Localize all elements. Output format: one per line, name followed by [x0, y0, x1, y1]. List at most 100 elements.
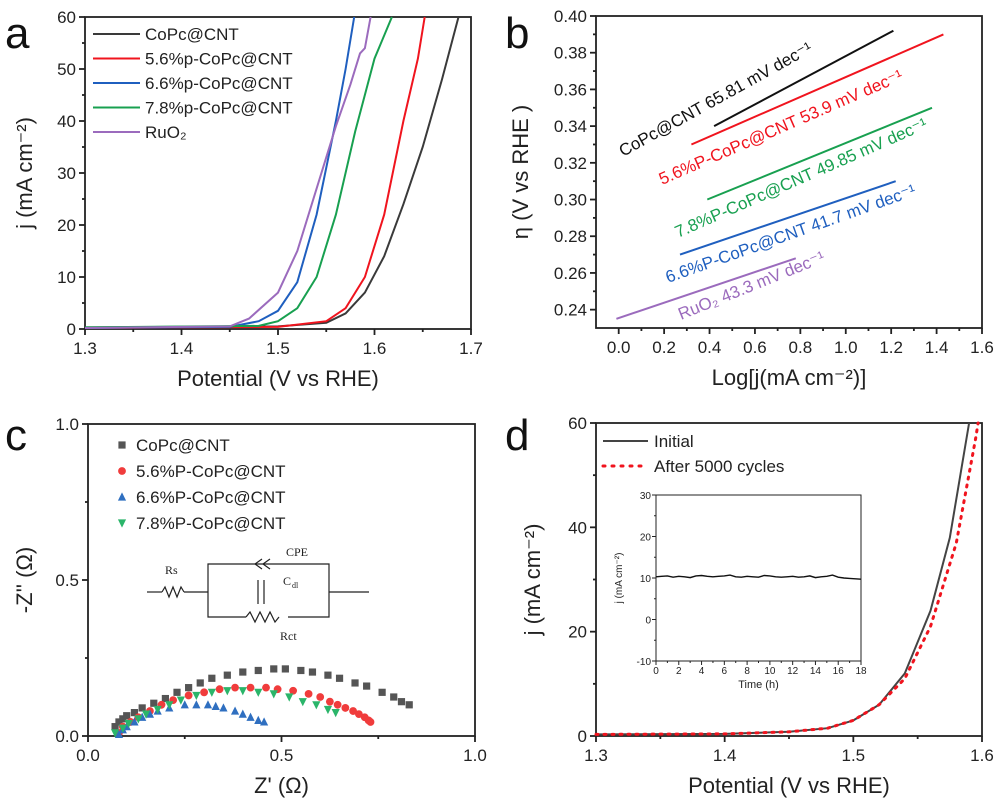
y-tick-label: 40 — [568, 518, 587, 537]
marker-square — [196, 679, 204, 687]
marker-square — [123, 712, 131, 720]
marker-triangle-up — [230, 706, 240, 715]
legend-label: After 5000 cycles — [654, 457, 784, 476]
marker-circle — [333, 700, 342, 709]
series-line-0 — [655, 574, 862, 580]
y-tick-label: 0.40 — [554, 7, 587, 26]
x-tick-label: 18 — [855, 666, 867, 677]
series-line-3 — [84, 16, 393, 329]
y-tick-label: -10 — [637, 657, 652, 668]
x-tick-label: 8 — [744, 666, 750, 677]
x-tick-label: 1.7 — [459, 339, 483, 358]
marker-square — [308, 668, 317, 676]
marker-circle — [184, 691, 193, 700]
y-tick-label: 10 — [57, 268, 76, 287]
marker-square — [363, 682, 371, 690]
marker-triangle-down — [238, 687, 247, 696]
marker-circle — [325, 697, 334, 706]
legend-label: 6.6%P-CoPc@CNT — [136, 488, 286, 507]
marker-square — [351, 679, 359, 687]
x-tick-label: 4 — [699, 666, 705, 677]
x-tick-label: 1.6 — [363, 339, 387, 358]
y-tick-label: 0 — [578, 727, 587, 746]
x-tick-label: 0 — [653, 666, 659, 677]
x-tick-label: 0.6 — [743, 338, 767, 357]
marker-triangle-down — [254, 688, 263, 697]
rs-label: Rs — [165, 563, 178, 577]
marker-triangle-down — [124, 719, 133, 729]
marker-triangle-up — [211, 701, 220, 710]
x-tick-label: 1.5 — [266, 339, 290, 358]
x-tick-label: 10 — [764, 666, 776, 677]
x-axis-label: Log[j(mA cm⁻²)] — [712, 365, 867, 390]
marker-square — [378, 688, 386, 696]
x-tick-label: 0.0 — [607, 338, 631, 357]
marker-square — [390, 693, 398, 701]
y-tick-label: 0.32 — [554, 154, 587, 173]
x-tick-label: 0.8 — [789, 338, 813, 357]
marker-triangle-down — [141, 710, 151, 719]
x-tick-label: 0.5 — [270, 746, 294, 765]
cpe-element — [253, 558, 271, 570]
x-tick-label: 0.2 — [652, 338, 676, 357]
marker-circle — [289, 686, 298, 695]
series-line-0 — [713, 29, 894, 127]
cdl-subscript: dl — [292, 581, 299, 590]
marker-triangle-down — [269, 690, 278, 699]
marker-triangle-up — [130, 717, 139, 726]
marker-square — [130, 709, 139, 717]
marker-circle — [262, 683, 270, 692]
panel-b: 0.0 0.2 0.4 0.6 0.8 1.0 1.2 1.4 1.6 0.24 0.26 0.28 0… — [505, 7, 994, 390]
legend-label: 6.6%p-CoPc@CNT — [145, 74, 293, 93]
x-axis-label: Time (h) — [738, 679, 779, 691]
marker-circle — [215, 685, 224, 694]
x-tick-label: 6 — [722, 666, 728, 677]
marker-triangle-up — [114, 729, 124, 739]
marker-square — [138, 704, 146, 712]
legend-label: Initial — [654, 432, 694, 451]
x-tick-label: 1.3 — [73, 339, 97, 358]
marker-square — [270, 665, 278, 673]
cpe-label: CPE — [286, 545, 308, 559]
marker-square — [173, 688, 181, 696]
marker-square — [111, 723, 119, 731]
plot-frame — [595, 15, 983, 329]
marker-triangle-up — [203, 700, 213, 709]
legend-label: 5.6%P-CoPc@CNT — [136, 462, 286, 481]
y-tick-label: 0.28 — [554, 227, 587, 246]
y-axis-label: j (mA cm⁻²) — [520, 524, 545, 637]
resistor-rct — [245, 610, 280, 624]
marker-triangle-up — [246, 712, 255, 721]
marker-triangle-down — [134, 715, 143, 724]
x-tick-label: 16 — [833, 666, 845, 677]
panel-a: 1.3 1.4 1.5 1.6 1.7 0 10 20 30 40 50 60 Potential (V… — [5, 8, 483, 391]
marker-square — [297, 666, 305, 675]
x-tick-label: 14 — [810, 666, 822, 677]
legend-label: 7.8%p-CoPc@CNT — [145, 99, 293, 118]
marker-triangle-up — [219, 703, 228, 712]
legend-label: CoPc@CNT — [145, 25, 239, 44]
y-tick-label: 0.38 — [554, 44, 587, 63]
marker-square — [118, 441, 126, 449]
marker-triangle-down — [298, 698, 307, 707]
y-tick-label: 60 — [568, 414, 587, 433]
x-tick-label: 1.4 — [713, 746, 737, 765]
marker-square — [119, 715, 127, 723]
legend-label: 5.6%p-CoPc@CNT — [145, 50, 293, 69]
parallel-loop — [207, 563, 330, 618]
marker-circle — [200, 688, 209, 697]
slope-annotation: CoPc@CNT 65.81 mV dec⁻¹ — [616, 38, 816, 160]
panel-label: d — [505, 411, 529, 460]
y-tick-label: 0.0 — [55, 727, 79, 746]
x-tick-label: 1.4 — [925, 338, 949, 357]
marker-circle — [316, 693, 325, 701]
series-line-4 — [84, 16, 372, 329]
marker-triangle-up — [145, 709, 155, 718]
series-line-1 — [594, 421, 980, 736]
marker-triangle-down — [323, 705, 333, 715]
panel-label: b — [505, 9, 529, 58]
marker-circle — [355, 710, 363, 719]
